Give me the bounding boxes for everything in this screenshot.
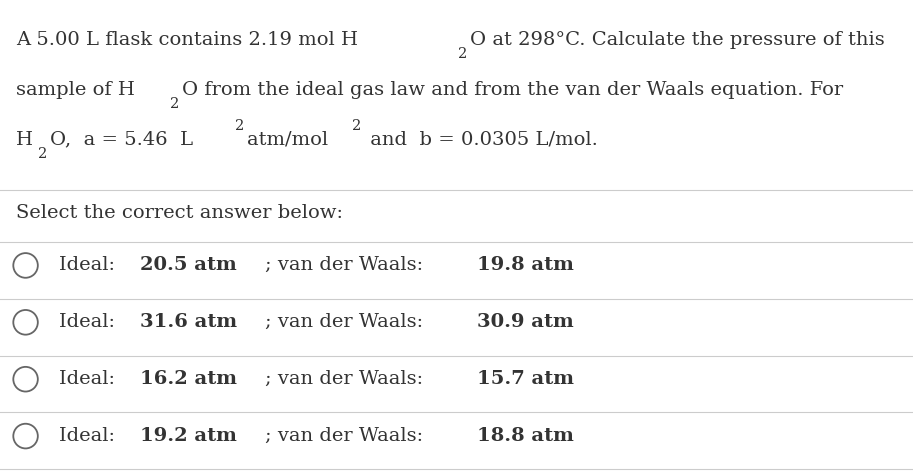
Text: 2: 2 <box>352 119 361 133</box>
Text: O,  a = 5.46  L: O, a = 5.46 L <box>50 130 194 148</box>
Text: 2: 2 <box>170 97 179 111</box>
Text: H: H <box>16 130 34 148</box>
Text: Select the correct answer below:: Select the correct answer below: <box>16 204 343 222</box>
Text: ; van der Waals:: ; van der Waals: <box>265 313 429 331</box>
Text: 15.7 atm: 15.7 atm <box>477 370 574 388</box>
Text: 18.8 atm: 18.8 atm <box>477 427 573 445</box>
Text: 2: 2 <box>457 47 467 61</box>
Text: 20.5 atm: 20.5 atm <box>140 256 236 274</box>
Text: Ideal:: Ideal: <box>59 313 121 331</box>
Text: Ideal:: Ideal: <box>59 427 121 445</box>
Text: 2: 2 <box>235 119 245 133</box>
Text: O from the ideal gas law and from the van der Waals equation. For: O from the ideal gas law and from the va… <box>182 81 843 99</box>
Text: and  b = 0.0305 L/mol.: and b = 0.0305 L/mol. <box>363 130 597 148</box>
Text: 16.2 atm: 16.2 atm <box>140 370 236 388</box>
Text: ; van der Waals:: ; van der Waals: <box>265 370 429 388</box>
Text: 2: 2 <box>38 147 47 161</box>
Text: sample of H: sample of H <box>16 81 135 99</box>
Text: ; van der Waals:: ; van der Waals: <box>265 256 429 274</box>
Text: 19.8 atm: 19.8 atm <box>477 256 573 274</box>
Text: O at 298°C. Calculate the pressure of this: O at 298°C. Calculate the pressure of th… <box>469 31 885 49</box>
Text: Ideal:: Ideal: <box>59 370 121 388</box>
Text: ; van der Waals:: ; van der Waals: <box>265 427 429 445</box>
Text: 31.6 atm: 31.6 atm <box>140 313 236 331</box>
Text: 19.2 atm: 19.2 atm <box>140 427 236 445</box>
Text: atm/mol: atm/mol <box>247 130 328 148</box>
Text: Ideal:: Ideal: <box>59 256 121 274</box>
Text: A 5.00 L flask contains 2.19 mol H: A 5.00 L flask contains 2.19 mol H <box>16 31 359 49</box>
Text: 30.9 atm: 30.9 atm <box>477 313 574 331</box>
